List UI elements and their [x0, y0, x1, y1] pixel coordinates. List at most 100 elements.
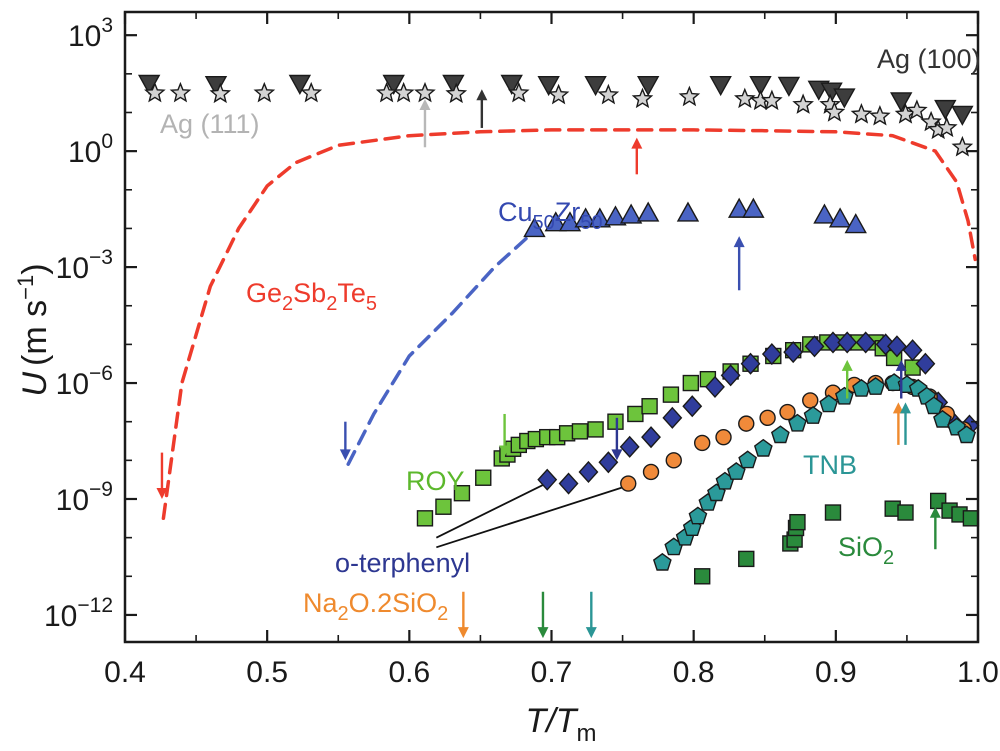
x-axis-title-main: T/T — [526, 702, 579, 740]
point-na2o-2sio2-7 — [759, 409, 776, 427]
point-sio2-6 — [789, 513, 806, 531]
point-cu50zr50-1 — [523, 217, 546, 238]
point-o-terphenyl-20 — [902, 339, 923, 362]
series-cu50zr50 — [523, 197, 867, 238]
label-ag-111: Ag (111) — [160, 109, 260, 139]
point-roy-2 — [435, 498, 452, 515]
point-ag-100-16 — [890, 92, 913, 113]
point-roy-15 — [587, 421, 604, 438]
point-cu50zr50-4 — [574, 207, 597, 228]
arrow-head-13 — [929, 506, 941, 518]
y-tick-label-4: 10−3 — [56, 246, 113, 285]
y-tick-exp: 3 — [101, 14, 113, 37]
point-ag-100-5 — [442, 74, 465, 95]
point-na2o-2sio2-2 — [642, 463, 660, 481]
arrow-head-1 — [419, 98, 431, 110]
point-o-terphenyl-2 — [558, 472, 579, 495]
point-ag-111-15 — [734, 87, 756, 109]
point-tnb-5 — [688, 506, 708, 525]
point-o-terphenyl-3 — [578, 460, 599, 483]
point-tnb-11 — [753, 438, 773, 457]
y-tick-base: 10 — [56, 252, 89, 285]
point-ag-100-15 — [833, 88, 856, 109]
y-tick-base: 10 — [68, 136, 101, 169]
series-ag-100 — [137, 74, 974, 126]
y-tick-exp: 0 — [101, 130, 113, 153]
point-tnb-10 — [738, 450, 758, 469]
point-ag-111-12 — [597, 83, 620, 105]
point-tnb-26 — [957, 425, 977, 444]
arrow-head-16 — [585, 627, 597, 639]
point-o-terphenyl-14 — [804, 335, 825, 358]
point-ag-111-3 — [209, 82, 232, 104]
arrow-head-7 — [499, 445, 511, 457]
point-na2o-2sio2-9 — [802, 392, 819, 409]
label-cu50zr50: Cu50Zr50 — [498, 197, 603, 234]
arrow-16 — [585, 591, 597, 639]
point-ag-111-18 — [792, 93, 814, 114]
arrow-15 — [537, 591, 549, 639]
point-ag-100-6 — [500, 74, 523, 95]
point-ag-111-28 — [951, 135, 974, 157]
point-o-terphenyl-17 — [855, 331, 876, 354]
arrows-layer — [156, 89, 941, 639]
series-sio2 — [693, 492, 980, 585]
point-tnb-13 — [788, 413, 807, 432]
y-tick-exp: −6 — [89, 362, 113, 385]
leader-line-1 — [435, 482, 547, 539]
leader-lines-layer — [435, 482, 623, 549]
y-tick-label-5: 100 — [68, 130, 113, 169]
label-subscript: 2 — [883, 547, 894, 569]
arrow-head-2 — [476, 89, 488, 101]
point-ag-111-14 — [678, 85, 701, 107]
label-o-terphenyl: o-terphenyl — [335, 548, 470, 578]
point-ag-111-17 — [761, 89, 783, 111]
point-roy-20 — [682, 374, 700, 392]
point-roy-4 — [475, 469, 492, 486]
y-tick-base: 10 — [56, 368, 89, 401]
point-na2o-2sio2-6 — [738, 415, 755, 432]
point-ag-111-24 — [906, 99, 928, 120]
point-tnb-15 — [819, 394, 839, 413]
point-cu50zr50-11 — [742, 197, 765, 218]
point-ag-111-9 — [445, 82, 468, 104]
point-ag-111-27 — [935, 116, 958, 138]
arrow-13 — [929, 506, 941, 550]
point-ag-100-18 — [951, 105, 974, 126]
arrow-9 — [841, 359, 853, 399]
point-cu50zr50-12 — [813, 203, 836, 224]
point-ag-111-10 — [508, 81, 530, 103]
x-axis-ticks: 0.4 0.5 0.6 0.7 0.8 0.9 1.0 — [104, 12, 999, 689]
point-o-terphenyl-4 — [598, 451, 619, 474]
arrow-11 — [892, 402, 904, 445]
y-tick-exp: −12 — [77, 594, 113, 617]
series-roy — [416, 334, 921, 527]
y-axis-title-var: U — [16, 372, 54, 397]
point-cu50zr50-3 — [558, 211, 582, 232]
point-sio2-13 — [962, 510, 980, 527]
point-o-terphenyl-19 — [887, 335, 907, 358]
point-sio2-7 — [824, 504, 842, 521]
label-subscript: 2 — [282, 293, 293, 315]
x-tick-label-2: 0.5 — [246, 656, 288, 689]
arrow-12 — [899, 402, 911, 445]
label-text: Zr — [555, 197, 580, 227]
point-ag-111-1 — [144, 81, 166, 103]
arrow-head-6 — [339, 449, 351, 461]
point-roy-19 — [662, 386, 680, 403]
y-axis-title-exp: −1 — [13, 275, 38, 300]
label-tnb: TNB — [803, 450, 857, 480]
point-ag-100-7 — [537, 75, 560, 97]
x-tick-label-1: 0.4 — [104, 656, 146, 689]
points-layer — [137, 74, 980, 585]
label-subscript: 2 — [437, 603, 448, 625]
x-tick-label-5: 0.8 — [673, 656, 715, 689]
arrow-head-5 — [156, 487, 168, 499]
y-tick-base: 10 — [68, 20, 101, 53]
point-tnb-18 — [866, 377, 886, 395]
point-cu50zr50-9 — [676, 201, 700, 222]
x-tick-label-3: 0.6 — [388, 656, 430, 689]
arrow-head-12 — [899, 402, 911, 414]
